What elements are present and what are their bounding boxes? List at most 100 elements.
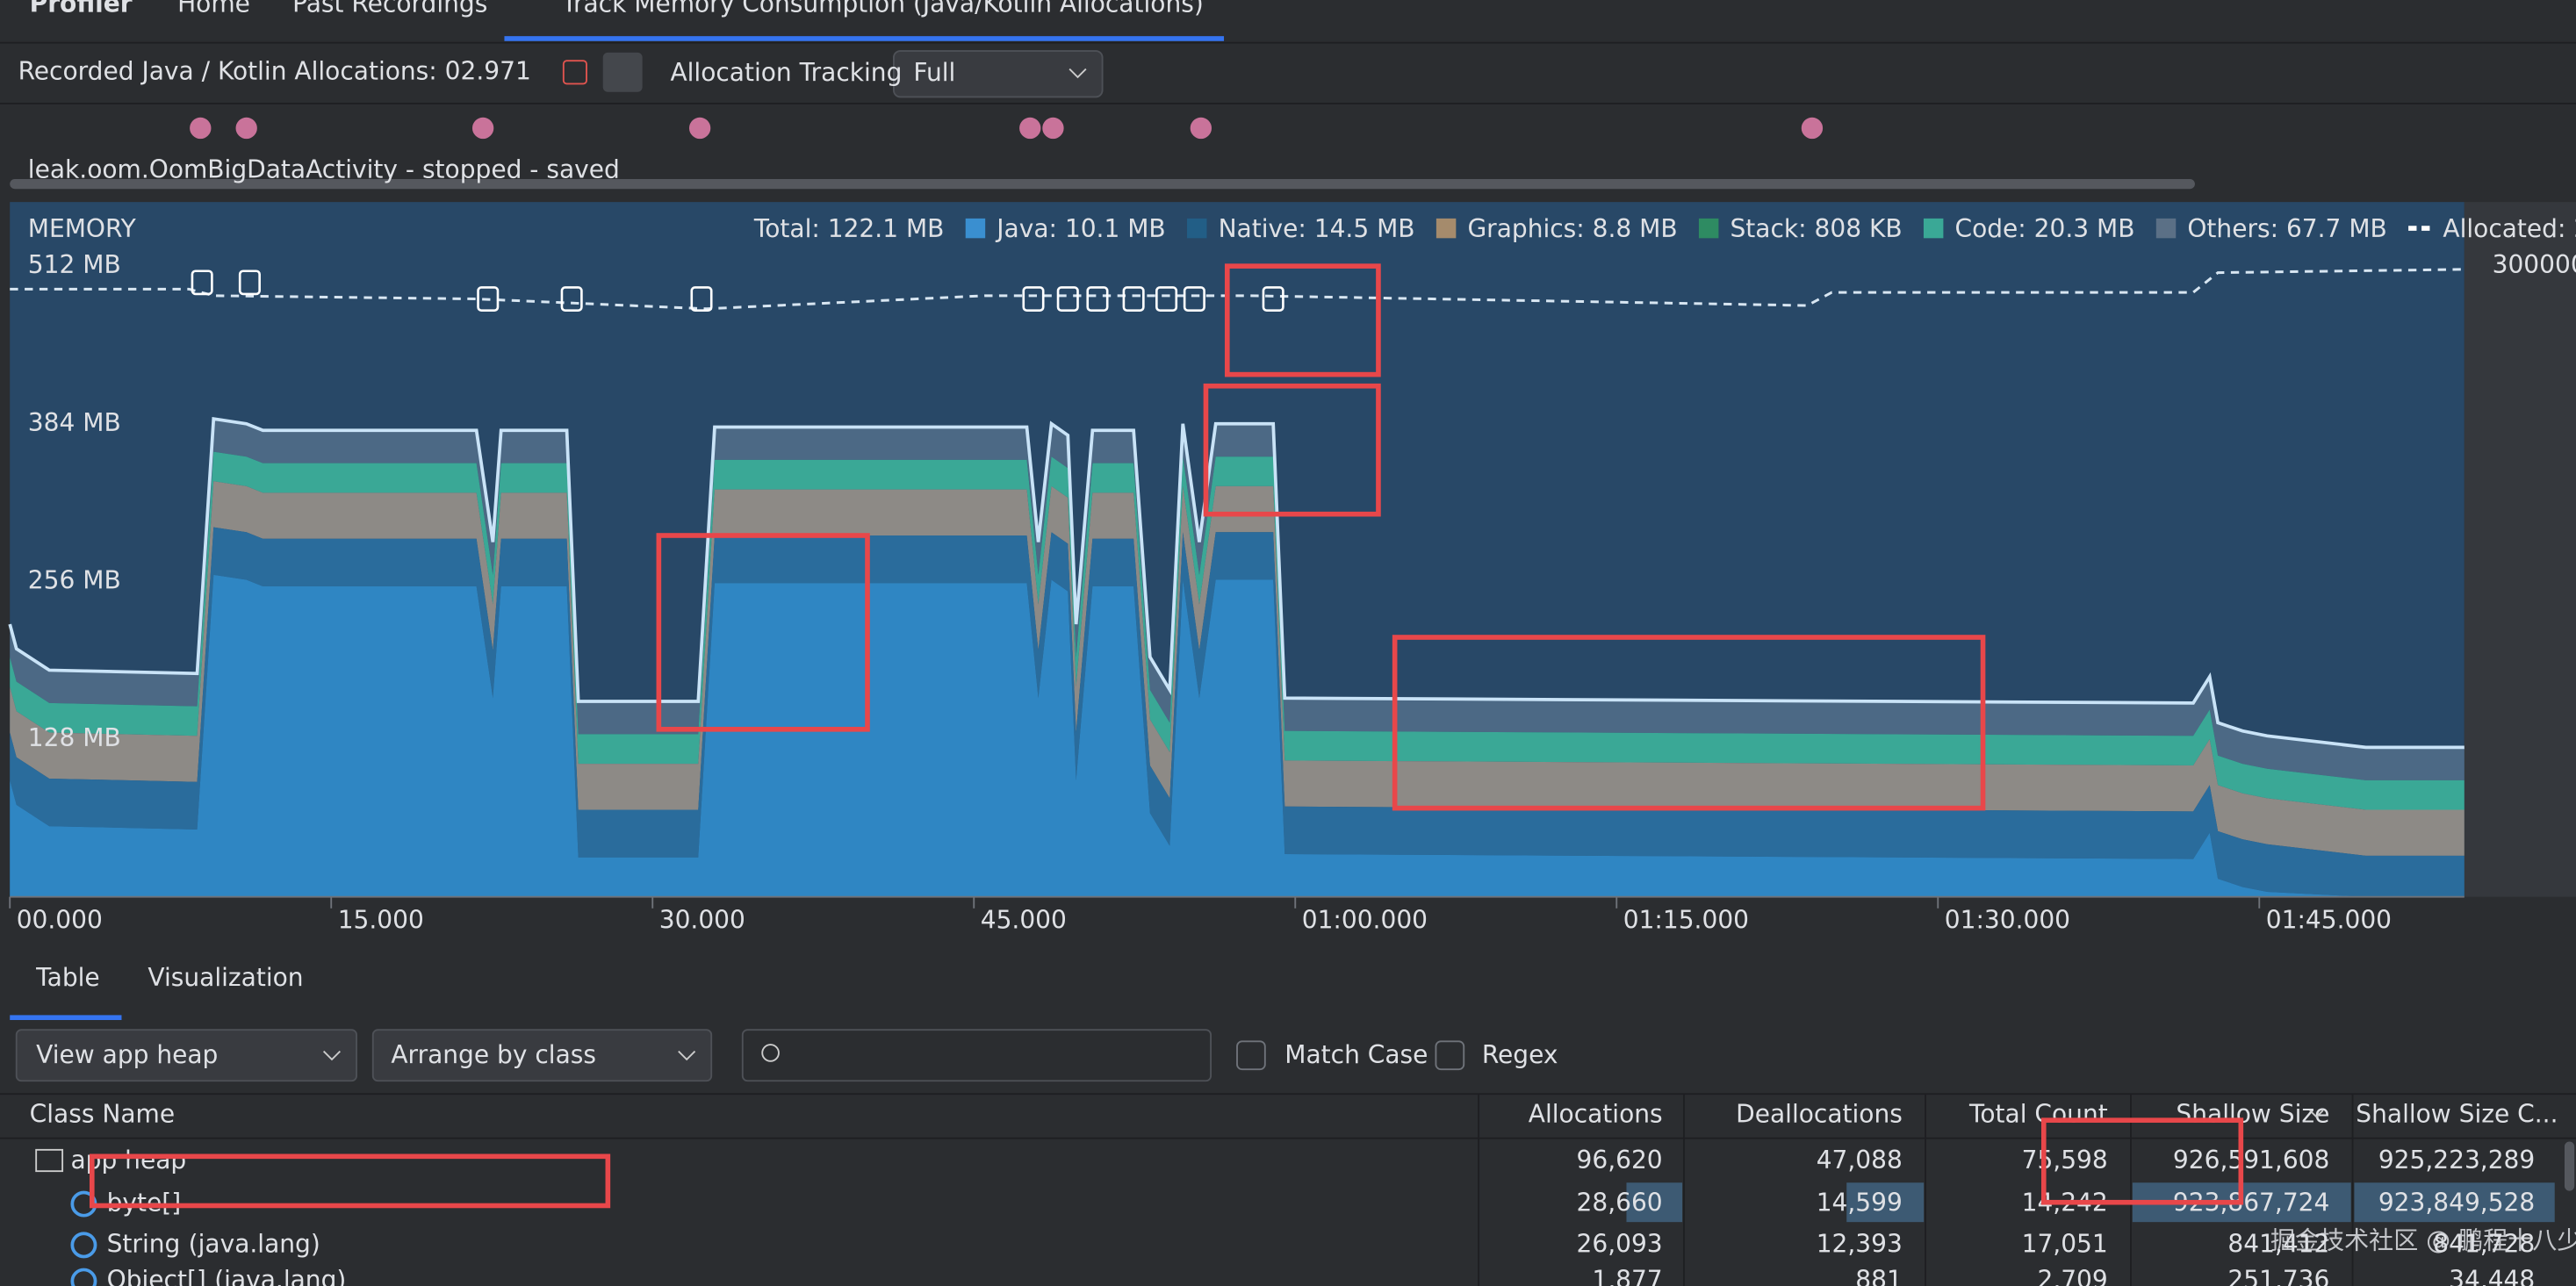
annotation-box bbox=[2040, 1117, 2244, 1205]
top-tab[interactable]: Home bbox=[177, 0, 250, 18]
column-header[interactable]: Shallow Size C... bbox=[2356, 1100, 2558, 1129]
legend-swatch bbox=[1187, 218, 1207, 239]
gc-icon bbox=[1122, 286, 1145, 312]
legend-label: Native: 14.5 MB bbox=[1219, 214, 1415, 243]
scrollbar bbox=[10, 178, 2195, 190]
table-cell: 1,877 bbox=[1592, 1266, 1662, 1286]
gc-icon bbox=[690, 286, 713, 312]
top-tab[interactable]: Track Memory Consumption (Java/Kotlin Al… bbox=[561, 0, 1204, 18]
annotation-box bbox=[1224, 263, 1381, 377]
count-bar bbox=[1846, 1182, 1925, 1223]
table-cell: 841,728 bbox=[2433, 1229, 2535, 1258]
gc-icon bbox=[191, 269, 213, 296]
sort-arrow bbox=[2309, 1110, 2324, 1118]
class-name: Object[] bbox=[107, 1266, 206, 1286]
size-bar bbox=[2354, 1182, 2555, 1223]
total-line bbox=[8, 417, 2464, 750]
code-area bbox=[10, 451, 2464, 810]
table-cell: 75,598 bbox=[2022, 1146, 2108, 1175]
column-header[interactable]: Allocations bbox=[1529, 1100, 1663, 1129]
arrange-dropdown[interactable] bbox=[371, 1029, 713, 1082]
x-label: 01:15.000 bbox=[1623, 906, 1749, 935]
y2-axis-strip bbox=[2464, 202, 2576, 897]
gc-icon bbox=[1155, 286, 1178, 312]
x-label: 30.000 bbox=[659, 906, 745, 935]
view-tab[interactable]: Visualization bbox=[148, 963, 303, 992]
gc-icon bbox=[1183, 286, 1205, 312]
y-label: 256 MB bbox=[28, 565, 121, 594]
stop-button[interactable] bbox=[562, 60, 587, 85]
search-icon bbox=[761, 1044, 780, 1062]
y-label: 512 MB bbox=[28, 250, 121, 279]
table-cell: 14,599 bbox=[1817, 1189, 1903, 1218]
arrange-select: Arrange by class bbox=[391, 1040, 596, 1069]
class-name: String bbox=[107, 1229, 181, 1258]
gc-icon bbox=[477, 286, 500, 312]
class-name: app heap bbox=[70, 1146, 186, 1175]
top-tab[interactable]: Past Recordings bbox=[292, 0, 487, 18]
legend-label: Total: 122.1 MB bbox=[753, 214, 945, 243]
legend-swatch bbox=[1698, 218, 1719, 239]
table-cell: 923,849,528 bbox=[2378, 1189, 2535, 1218]
legend-swatch bbox=[1436, 218, 1457, 239]
heap-select: View app heap bbox=[36, 1040, 218, 1069]
table-cell: 251,736 bbox=[2227, 1266, 2329, 1286]
watermark: 掘金技术社区 @ 鹏程十八少 bbox=[2270, 1226, 2576, 1255]
gc-icon bbox=[560, 286, 583, 312]
others-area bbox=[10, 419, 2464, 780]
column-header[interactable]: Shallow Size bbox=[2176, 1100, 2329, 1129]
table-cell: 12,393 bbox=[1817, 1229, 1903, 1258]
legend-swatch bbox=[1923, 218, 1944, 239]
regex-label: Regex bbox=[1482, 1040, 1558, 1069]
recording-label: Recorded Java / Kotlin Allocations: 02.9… bbox=[18, 56, 531, 85]
annotation-box bbox=[656, 533, 870, 732]
legend-label: Stack: 808 KB bbox=[1731, 214, 1903, 243]
table-cell: 2,709 bbox=[2037, 1266, 2107, 1286]
x-label: 15.000 bbox=[338, 906, 424, 935]
x-label: 01:00.000 bbox=[1302, 906, 1428, 935]
x-label: 45.000 bbox=[981, 906, 1067, 935]
gc-icon bbox=[1262, 286, 1284, 312]
x-label: 01:30.000 bbox=[1945, 906, 2070, 935]
column-header[interactable]: Total Count bbox=[1968, 1100, 2108, 1129]
table-cell: 17,051 bbox=[2022, 1229, 2108, 1258]
gc-icon bbox=[238, 269, 261, 296]
match-case-label: Match Case bbox=[1284, 1040, 1428, 1069]
count-bar bbox=[1626, 1182, 1683, 1223]
legend-label: Allocated: 297004 bbox=[2443, 214, 2576, 243]
class-package: (java.lang) bbox=[189, 1229, 320, 1258]
class-icon bbox=[70, 1268, 97, 1286]
class-package: (java.lang) bbox=[214, 1266, 346, 1286]
search-box[interactable] bbox=[741, 1029, 1212, 1082]
gc-button[interactable] bbox=[602, 52, 643, 92]
event-dot bbox=[235, 117, 257, 140]
x-label: 01:45.000 bbox=[2266, 906, 2392, 935]
dropdown-arrows bbox=[322, 1050, 696, 1061]
legend-label: Graphics: 8.8 MB bbox=[1467, 214, 1677, 243]
native-area bbox=[10, 527, 2464, 897]
x-label: 00.000 bbox=[17, 906, 103, 935]
table-cell: 34,448 bbox=[2449, 1266, 2535, 1286]
active-tab-underline bbox=[504, 36, 1225, 41]
table-cell: 28,660 bbox=[1577, 1189, 1663, 1218]
table-scrollbar bbox=[2564, 1141, 2575, 1191]
table-cell: 841,412 bbox=[2227, 1229, 2329, 1258]
match-case-checkbox[interactable] bbox=[1236, 1040, 1266, 1071]
tracking-label: Allocation Tracking bbox=[670, 58, 902, 87]
regex-checkbox[interactable] bbox=[1435, 1040, 1465, 1071]
heap-dropdown[interactable] bbox=[15, 1029, 357, 1082]
graphics-area bbox=[10, 481, 2464, 856]
tracking-dropdown[interactable] bbox=[892, 50, 1104, 98]
table-cell: 881 bbox=[1855, 1266, 1903, 1286]
event-dot bbox=[1801, 117, 1824, 140]
tracking-value: Full bbox=[913, 58, 955, 87]
legend-swatch bbox=[2155, 218, 2177, 239]
table-cell: 925,223,289 bbox=[2378, 1146, 2535, 1175]
column-header[interactable]: Deallocations bbox=[1736, 1100, 1903, 1129]
session-label: leak.oom.OomBigDataActivity - stopped - … bbox=[28, 155, 620, 184]
folder-icon bbox=[35, 1148, 64, 1173]
gc-icon bbox=[1056, 286, 1079, 312]
view-tab[interactable]: Table bbox=[35, 963, 100, 992]
column-header[interactable]: Class Name bbox=[30, 1100, 175, 1129]
